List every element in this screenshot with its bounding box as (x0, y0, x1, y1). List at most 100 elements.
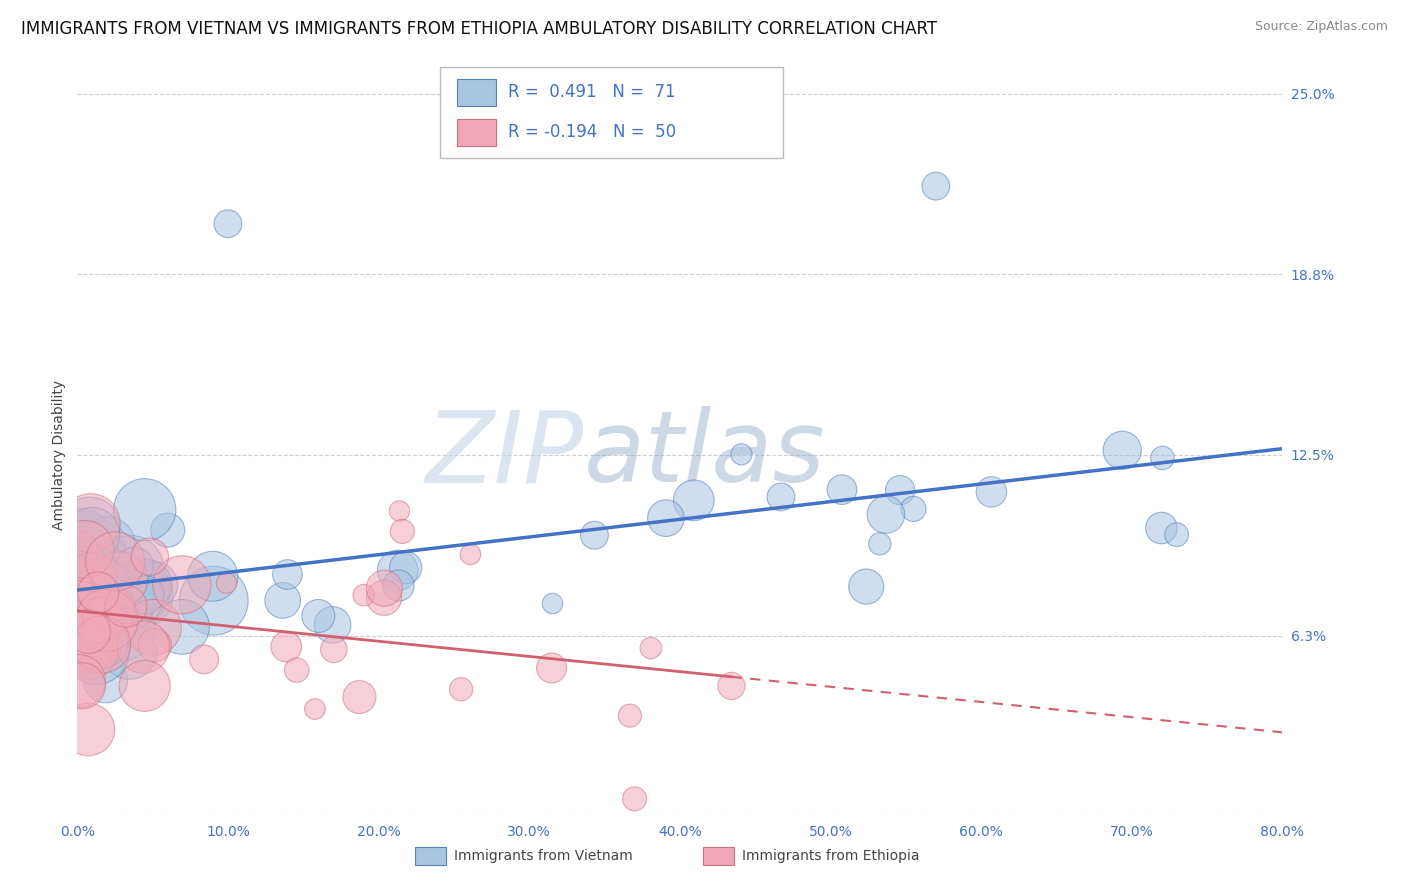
Text: IMMIGRANTS FROM VIETNAM VS IMMIGRANTS FROM ETHIOPIA AMBULATORY DISABILITY CORREL: IMMIGRANTS FROM VIETNAM VS IMMIGRANTS FR… (21, 20, 938, 37)
Point (87, 585, 110, 599)
Point (170, 578, 193, 592)
Point (79, 628, 101, 642)
Point (217, 217, 239, 231)
Point (114, 599, 136, 614)
Point (70, 637, 93, 651)
Point (201, 569, 224, 583)
Point (120, 560, 142, 574)
Point (86, 542, 108, 557)
Point (79, 565, 101, 579)
Point (77, 723, 100, 737)
Point (111, 622, 134, 636)
Point (69, 607, 91, 621)
Point (70, 572, 93, 586)
Point (285, 663, 308, 677)
Point (193, 652, 215, 666)
Point (132, 640, 155, 654)
Point (387, 563, 409, 577)
Point (869, 537, 891, 551)
Point (69, 604, 91, 618)
Point (134, 679, 156, 693)
Point (72, 596, 94, 610)
Point (94, 673, 117, 688)
Point (67, 674, 90, 689)
Point (655, 511, 678, 525)
Point (70, 581, 93, 595)
Point (79, 520, 101, 534)
Point (387, 578, 409, 592)
Point (72, 555, 94, 569)
Point (97, 563, 120, 577)
Point (215, 576, 238, 591)
Point (889, 483, 911, 498)
Point (1166, 527, 1188, 541)
Point (67, 542, 90, 557)
Point (134, 588, 156, 602)
Point (134, 503, 156, 517)
Point (90, 599, 112, 613)
Point (276, 567, 298, 582)
Point (72, 679, 94, 693)
Text: R =  0.491   N =  71: R = 0.491 N = 71 (508, 83, 675, 102)
Point (104, 624, 127, 639)
Y-axis label: Ambulatory Disability: Ambulatory Disability (52, 380, 66, 530)
Point (143, 578, 166, 592)
Point (77, 641, 100, 656)
Point (139, 549, 162, 564)
Point (640, 641, 662, 656)
Point (73, 542, 96, 557)
Point (875, 508, 897, 522)
Point (77, 617, 100, 632)
Point (903, 502, 925, 516)
Point (112, 598, 135, 612)
Point (77, 642, 100, 657)
Point (86, 582, 108, 597)
Point (307, 609, 329, 624)
Point (619, 708, 641, 723)
Point (82, 527, 104, 541)
Point (831, 483, 853, 497)
Text: ZIP: ZIP (425, 407, 583, 503)
Point (86, 557, 108, 571)
Point (77, 593, 100, 607)
Point (103, 575, 125, 590)
Point (202, 593, 225, 607)
Point (349, 690, 371, 704)
Point (135, 578, 157, 592)
Point (540, 661, 562, 675)
Point (125, 583, 148, 598)
Point (93, 636, 115, 650)
Point (80, 572, 103, 586)
Point (391, 524, 413, 539)
Point (1111, 443, 1133, 458)
Point (271, 593, 294, 607)
Point (77, 624, 100, 639)
Point (170, 620, 193, 634)
Text: R = -0.194   N =  50: R = -0.194 N = 50 (508, 123, 676, 142)
Point (730, 447, 752, 461)
Point (583, 528, 606, 542)
Point (682, 493, 704, 508)
Text: Immigrants from Vietnam: Immigrants from Vietnam (454, 849, 633, 863)
Point (925, 179, 948, 194)
Point (156, 523, 179, 537)
Point (96, 613, 118, 627)
Point (87, 613, 110, 627)
Point (353, 588, 375, 602)
Point (70, 532, 93, 546)
Point (82, 597, 104, 611)
Point (276, 640, 298, 654)
Point (1152, 450, 1174, 465)
Point (84, 644, 107, 658)
Point (118, 645, 141, 659)
Point (79, 516, 101, 531)
Text: atlas: atlas (583, 407, 825, 503)
Point (75, 579, 97, 593)
Point (67, 553, 90, 567)
Point (322, 642, 344, 657)
Point (97, 564, 120, 578)
Point (104, 554, 127, 568)
Point (720, 679, 742, 693)
Point (128, 588, 150, 602)
Point (93, 611, 115, 625)
